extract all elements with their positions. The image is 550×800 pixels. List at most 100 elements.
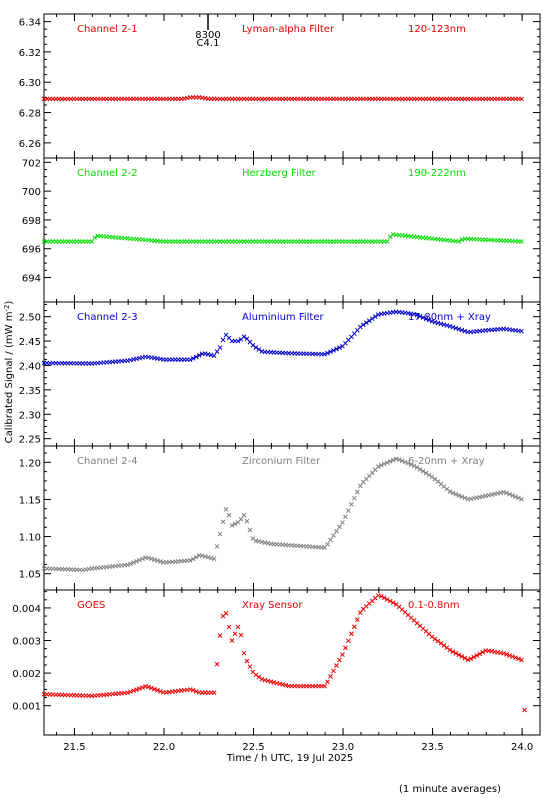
panel-2: 694 696 698 700 702 Channel 2-2 Herzberg Filte… xyxy=(22,157,541,303)
data-point xyxy=(423,316,429,322)
data-point xyxy=(423,470,429,476)
data-point xyxy=(372,314,378,319)
filter-label: Lyman-alpha Filter xyxy=(242,24,335,35)
y-axis-label-exponent: -2 xyxy=(3,305,11,312)
flare-event-marker: 8300 C4.1 xyxy=(195,14,221,49)
data-point xyxy=(241,334,247,340)
data-point xyxy=(456,493,462,498)
data-point xyxy=(334,663,339,668)
data-series xyxy=(41,309,524,366)
channel-label: Channel 2-2 xyxy=(77,168,138,179)
panel-5: 0.001 0.002 0.003 0.004 GOES Xray Sensor 0.1-0… xyxy=(12,589,541,753)
data-point xyxy=(325,350,330,356)
data-point xyxy=(187,558,193,563)
data-point xyxy=(250,342,256,348)
data-point xyxy=(405,460,411,466)
data-point xyxy=(125,562,130,568)
data-point xyxy=(217,345,223,350)
data-point xyxy=(417,467,423,472)
data-point xyxy=(328,537,333,543)
panel-4: 1.05 1.10 1.15 1.20 Channel 2-4 Zirconium Fil… xyxy=(19,445,541,591)
y-tick-label: 6.32 xyxy=(19,48,41,59)
data-point xyxy=(477,651,483,657)
data-point xyxy=(438,640,444,646)
data-point xyxy=(134,558,139,564)
data-point xyxy=(468,656,474,662)
filter-label: Aluminium Filter xyxy=(242,312,325,323)
y-tick-label: 2.35 xyxy=(19,386,41,397)
x-tick-label: 22.0 xyxy=(153,742,175,753)
filter-label: Herzberg Filter xyxy=(242,168,317,179)
data-point xyxy=(128,561,133,567)
data-point xyxy=(328,349,333,355)
data-point xyxy=(214,661,220,667)
data-point xyxy=(462,655,468,661)
data-point xyxy=(250,536,256,541)
data-point xyxy=(226,624,232,630)
data-point xyxy=(238,516,244,522)
data-point xyxy=(381,595,387,601)
data-point xyxy=(384,597,390,602)
data-point xyxy=(337,345,342,350)
data-point xyxy=(355,489,360,495)
x-tick-label: 21.5 xyxy=(63,742,85,753)
data-point xyxy=(334,346,339,352)
data-point xyxy=(516,656,521,662)
data-point xyxy=(190,356,196,361)
data-point xyxy=(328,673,333,679)
data-point xyxy=(217,531,223,537)
data-point xyxy=(229,523,235,528)
data-point xyxy=(211,690,217,695)
data-point xyxy=(331,533,336,538)
data-point xyxy=(519,328,524,334)
data-point xyxy=(187,357,193,362)
chart-panels: 6.26 6.28 6.30 6.32 6.34 Channel 2-1 Lyman-alp… xyxy=(12,13,541,753)
data-point xyxy=(325,541,330,547)
data-point xyxy=(211,556,217,562)
data-point xyxy=(220,519,226,525)
x-axis-label: Time / h UTC, 19 Jul 2025 xyxy=(226,753,354,764)
data-point xyxy=(349,631,354,637)
data-point xyxy=(375,464,381,470)
filter-label: Xray Sensor xyxy=(242,600,303,611)
event-marker-id: 8300 xyxy=(195,30,220,41)
data-point xyxy=(158,688,163,694)
data-point xyxy=(235,338,241,344)
data-point xyxy=(131,688,136,694)
data-point xyxy=(190,556,196,562)
data-point xyxy=(381,461,387,467)
data-point xyxy=(214,349,220,354)
y-tick-label: 2.40 xyxy=(19,361,41,372)
data-point xyxy=(510,493,515,498)
panel-frame xyxy=(43,445,541,591)
data-point xyxy=(417,314,423,319)
data-point xyxy=(504,652,509,657)
data-point xyxy=(507,491,512,497)
data-point xyxy=(238,632,244,638)
data-point xyxy=(193,354,199,360)
data-point xyxy=(92,235,98,241)
y-tick-label: 0.004 xyxy=(12,604,41,615)
data-point xyxy=(331,348,336,353)
x-tick-label: 23.5 xyxy=(421,742,443,753)
data-point xyxy=(456,652,462,658)
band-label: 6-20nm + Xray xyxy=(408,456,485,467)
y-axis-label: Calibrated Signal / (mW m-2) xyxy=(3,301,15,444)
data-point xyxy=(459,494,465,500)
y-tick-label: 6.34 xyxy=(19,18,41,29)
data-point xyxy=(226,512,232,518)
data-point xyxy=(519,239,524,244)
data-series xyxy=(41,456,524,573)
data-point xyxy=(513,655,518,661)
data-point xyxy=(256,347,262,352)
data-point xyxy=(247,664,253,669)
data-point xyxy=(241,650,247,656)
data-point xyxy=(128,689,133,695)
data-point xyxy=(346,508,351,513)
data-point xyxy=(352,495,357,501)
data-point xyxy=(337,657,342,663)
data-point xyxy=(414,312,420,318)
data-point xyxy=(480,649,486,655)
y-tick-label: 702 xyxy=(22,158,41,169)
y-tick-label: 6.30 xyxy=(19,78,41,89)
